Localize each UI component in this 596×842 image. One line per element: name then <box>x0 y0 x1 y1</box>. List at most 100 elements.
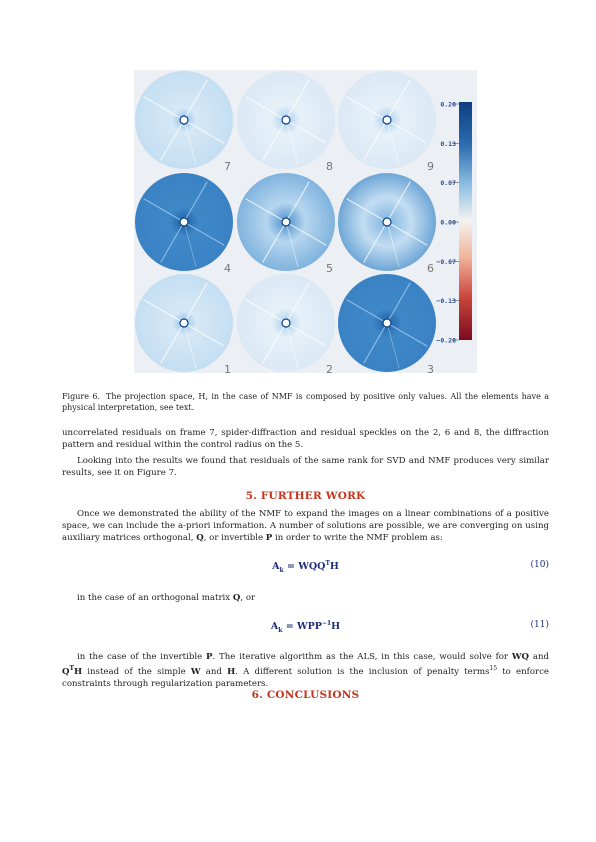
text: to enforce constraints through regulariz… <box>62 666 550 689</box>
caption-text: The projection space, H, in the case of … <box>62 392 549 412</box>
equation-11: Ak = WPP−1H (11) <box>62 620 549 634</box>
spider-spoke <box>143 198 185 223</box>
reference-15[interactable]: 15 <box>489 665 498 672</box>
equation-11-number: (11) <box>530 620 549 630</box>
colorbar-tick-label: 0.20 <box>440 101 456 109</box>
eq-lhs: A <box>270 621 279 633</box>
panel-number: 1 <box>224 363 231 373</box>
coronagraph-center <box>382 217 392 227</box>
panel-number: 3 <box>427 363 434 373</box>
equation-10: Ak = WQQTH (10) <box>62 560 549 574</box>
spider-spoke <box>363 322 388 364</box>
eq-tail: H <box>331 621 341 633</box>
math-Q: Q <box>232 593 241 603</box>
coronagraph-center <box>382 115 392 125</box>
text: Once we demonstrated the ability of the … <box>62 509 549 543</box>
math-H: H <box>73 666 83 677</box>
section-heading-conclusions: 6. CONCLUSIONS <box>251 689 360 701</box>
math-P: P <box>206 652 213 662</box>
figure-caption: Figure 6. The projection space, H, in the… <box>62 391 549 413</box>
paragraph-svd-nmf: Looking into the results we found that r… <box>62 456 549 478</box>
spider-spoke <box>285 322 299 369</box>
panel-number: 8 <box>326 160 333 173</box>
spider-spoke <box>245 299 287 324</box>
spider-spoke <box>262 119 287 161</box>
panel-number: 6 <box>427 262 434 275</box>
eq-sup: T <box>325 560 330 567</box>
spider-spoke <box>386 322 400 369</box>
spider-spoke <box>245 198 287 223</box>
math-Q: Q <box>62 666 70 677</box>
text: , or <box>240 593 256 603</box>
spider-spoke <box>143 96 185 121</box>
eq-tail: H <box>329 561 339 573</box>
math-H: H <box>227 666 236 677</box>
spider-spoke <box>346 198 388 223</box>
spider-spoke <box>183 221 197 268</box>
spider-spoke <box>262 221 287 263</box>
figure-6-image: 7 8 9 4 5 6 1 2 3 0.20 0.13 0.07 0.00 −0.07 −0.13 −0.2… <box>134 70 477 373</box>
equation-11-expression: Ak = WPP−1H <box>62 620 549 634</box>
equation-10-number: (10) <box>530 560 549 570</box>
spider-spoke <box>285 79 310 121</box>
eq-rhs: = WPP <box>282 621 322 633</box>
spider-spoke <box>183 181 208 223</box>
colorbar-tick-label: −0.07 <box>436 258 456 266</box>
spider-spoke <box>386 322 428 347</box>
coronagraph-center <box>382 318 392 328</box>
spider-spoke <box>346 299 388 324</box>
spider-spoke <box>386 282 411 324</box>
math-T: T <box>69 665 74 672</box>
spider-spoke <box>386 221 428 246</box>
panel-number: 5 <box>326 262 333 275</box>
coronagraph-center <box>179 318 189 328</box>
math-W: W <box>190 666 201 677</box>
eq-sup: −1 <box>321 620 332 627</box>
panel-number: 2 <box>326 363 333 373</box>
spider-spoke <box>160 322 185 364</box>
text: . The iterative algorithm as the ALS, in… <box>212 652 512 662</box>
math-P: P <box>265 533 273 543</box>
text: , or invertible <box>203 533 266 543</box>
spider-spoke <box>285 119 327 144</box>
spider-spoke <box>183 119 225 144</box>
paragraph-a-priori: Once we demonstrated the ability of the … <box>62 508 549 544</box>
spider-spoke <box>285 221 327 246</box>
spider-spoke <box>183 221 225 246</box>
spider-spoke <box>143 299 185 324</box>
spider-spoke <box>183 79 208 121</box>
panel-number: 7 <box>224 160 231 173</box>
spider-spoke <box>285 282 310 324</box>
equation-10-expression: Ak = WQQTH <box>62 560 549 574</box>
math-Q: Q <box>196 533 204 543</box>
spider-spoke <box>285 221 299 268</box>
coronagraph-center <box>281 115 291 125</box>
spider-spoke <box>363 221 388 263</box>
math-WQ: WQ <box>511 652 530 662</box>
paragraph-orthogonal: in the case of an orthogonal matrix Q, o… <box>62 592 549 604</box>
text: . A different solution is the inclusion … <box>235 666 490 677</box>
spider-spoke <box>346 96 388 121</box>
colorbar-tick-label: −0.20 <box>436 337 456 345</box>
spider-spoke <box>183 322 225 347</box>
spider-spoke <box>183 322 197 369</box>
spider-spoke <box>245 96 287 121</box>
colorbar-tick-label: 0.07 <box>440 179 456 187</box>
paragraph-invertible: in the case of the invertible P. The ite… <box>62 651 549 690</box>
text: in the case of the invertible <box>77 652 206 662</box>
panel-number: 4 <box>224 262 231 275</box>
spider-spoke <box>285 119 299 166</box>
coronagraph-center <box>281 318 291 328</box>
coronagraph-center <box>179 115 189 125</box>
spider-spoke <box>386 181 411 223</box>
spider-spoke <box>262 322 287 364</box>
colorbar <box>459 102 472 340</box>
section-heading-further-work: 5. FURTHER WORK <box>245 490 366 502</box>
spider-spoke <box>285 181 310 223</box>
eq-lhs: A <box>272 561 280 573</box>
spider-spoke <box>160 221 185 263</box>
coronagraph-center <box>179 217 189 227</box>
text: instead of the simple <box>82 666 191 677</box>
text: in the case of an orthogonal matrix <box>77 593 233 603</box>
coronagraph-center <box>281 217 291 227</box>
